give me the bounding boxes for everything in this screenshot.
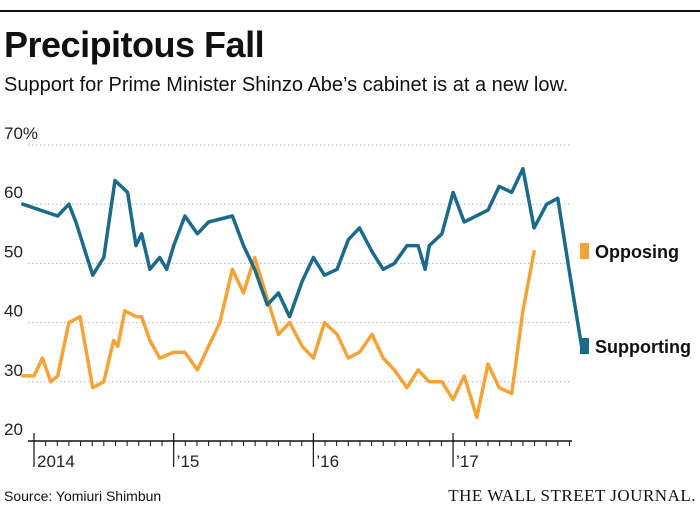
y-tick-label: 60: [4, 183, 23, 202]
legend-label-supporting: Supporting: [595, 337, 691, 357]
legend-layer: Opposing Supporting: [580, 242, 691, 357]
x-tick-label: 2014: [37, 452, 75, 471]
series-layer: [21, 166, 584, 420]
legend-swatch-opposing: [580, 243, 589, 259]
y-tick-label: 30: [4, 361, 23, 380]
y-tick-label: 50: [4, 242, 23, 261]
y-tick-label: 20: [4, 420, 23, 439]
top-rule: [0, 10, 700, 12]
chart-subtitle: Support for Prime Minister Shinzo Abe’s …: [4, 74, 569, 96]
legend-swatch-supporting: [580, 338, 589, 354]
legend-label-opposing: Opposing: [595, 242, 679, 262]
publisher-name: THE WALL STREET JOURNAL.: [448, 486, 696, 505]
series-line-supporting: [21, 166, 584, 349]
source-note: Source: Yomiuri Shimbun: [4, 488, 162, 504]
x-tick-label: ’16: [316, 452, 339, 471]
grid-layer: [28, 144, 572, 383]
axis-layer: 20 30 40 50 60 70% 2014 ’15 ’16 ’17: [4, 124, 572, 471]
y-tick-label: 40: [4, 302, 23, 321]
x-tick-label: ’17: [456, 452, 479, 471]
x-tick-label: ’15: [177, 452, 200, 471]
series-line-opposing: [21, 249, 536, 420]
y-tick-label: 70%: [4, 124, 38, 143]
chart-title: Precipitous Fall: [4, 24, 265, 65]
